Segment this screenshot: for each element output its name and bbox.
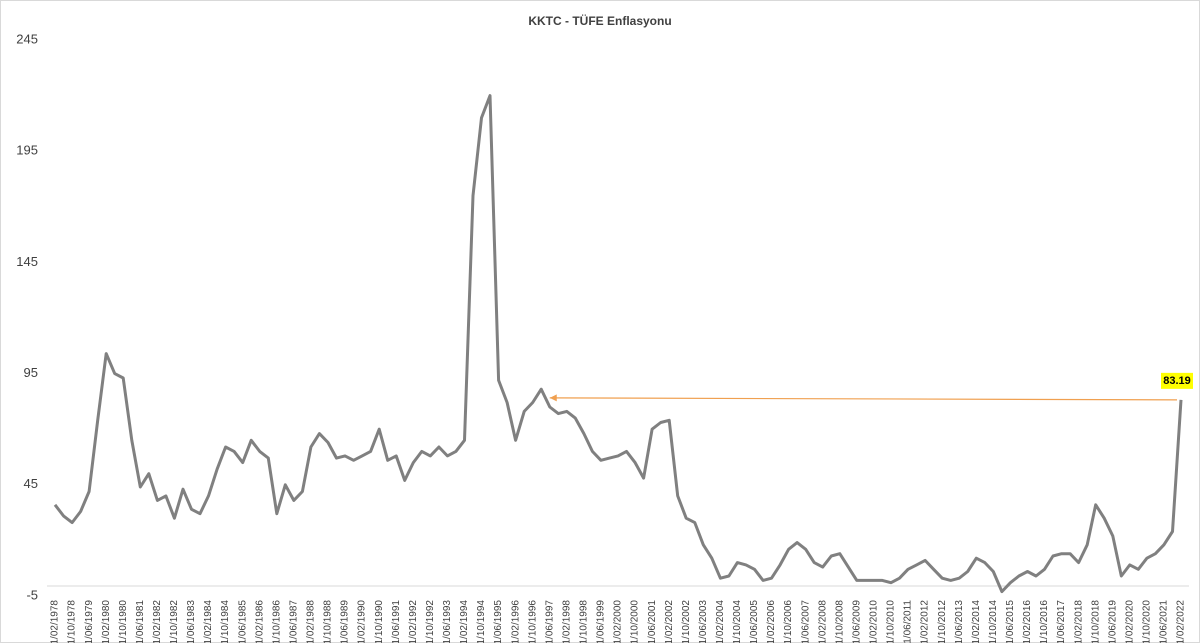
x-tick-label: 01/06/1995 xyxy=(493,600,504,643)
x-tick-label: 01/06/1989 xyxy=(340,600,351,643)
x-tick-label: 01/02/1996 xyxy=(510,600,521,643)
x-tick-label: 01/06/2007 xyxy=(800,600,811,643)
x-tick-label: 01/10/2014 xyxy=(988,600,999,643)
x-tick-label: 01/02/1982 xyxy=(152,600,163,643)
x-tick-label: 01/06/1993 xyxy=(442,600,453,643)
x-tick-label: 01/06/1979 xyxy=(84,600,95,643)
x-tick-label: 01/02/2004 xyxy=(715,600,726,643)
x-tick-label: 01/02/2016 xyxy=(1022,600,1033,643)
x-tick-label: 01/06/1983 xyxy=(186,600,197,643)
x-tick-label: 01/02/2010 xyxy=(869,600,880,643)
x-tick-label: 01/10/2012 xyxy=(937,600,948,643)
x-tick-label: 01/06/1985 xyxy=(237,600,248,643)
series-line xyxy=(53,94,1183,594)
x-tick-label: 01/10/2016 xyxy=(1039,600,1050,643)
x-tick-label: 01/02/1988 xyxy=(306,600,317,643)
data-label: 83.19 xyxy=(1163,375,1191,387)
x-tick-label: 01/10/1982 xyxy=(169,600,180,643)
x-tick-label: 01/02/1980 xyxy=(101,600,112,643)
y-tick-label: 45 xyxy=(24,476,38,491)
x-tick-label: 01/02/1994 xyxy=(459,600,470,643)
x-tick-label: 01/02/2012 xyxy=(920,600,931,643)
x-tick-label: 01/02/2008 xyxy=(817,600,828,643)
y-tick-label: -5 xyxy=(26,587,38,602)
x-tick-label: 01/06/2011 xyxy=(903,600,914,643)
x-tick-label: 01/02/2014 xyxy=(971,600,982,643)
x-tick-label: 01/10/2006 xyxy=(783,600,794,643)
x-tick-label: 01/10/1978 xyxy=(67,600,78,643)
x-tick-label: 01/10/1986 xyxy=(271,600,282,643)
y-tick-label: 245 xyxy=(16,31,38,46)
x-tick-label: 01/10/1984 xyxy=(220,600,231,643)
x-tick-label: 01/10/2020 xyxy=(1142,600,1153,643)
x-tick-label: 01/06/1981 xyxy=(135,600,146,643)
x-tick-label: 01/10/2008 xyxy=(834,600,845,643)
x-tick-label: 01/06/2005 xyxy=(749,600,760,643)
x-tick-label: 01/06/2017 xyxy=(1056,600,1067,643)
chart-title: KKTC - TÜFE Enflasyonu xyxy=(528,13,671,28)
x-tick-label: 01/02/1990 xyxy=(357,600,368,643)
x-tick-label: 01/06/2009 xyxy=(851,600,862,643)
x-tick-label: 01/02/1998 xyxy=(561,600,572,643)
x-tick-label: 01/06/2021 xyxy=(1159,600,1170,643)
x-tick-label: 01/06/1987 xyxy=(288,600,299,643)
x-tick-label: 01/02/2018 xyxy=(1073,600,1084,643)
y-tick-label: 195 xyxy=(16,143,38,158)
x-tick-label: 01/06/2015 xyxy=(1005,600,1016,643)
x-tick-label: 01/06/2001 xyxy=(647,600,658,643)
y-tick-label: 145 xyxy=(16,254,38,269)
x-tick-label: 01/10/2018 xyxy=(1090,600,1101,643)
x-tick-label: 01/06/2003 xyxy=(698,600,709,643)
label-box xyxy=(1161,372,1193,389)
x-tick-label: 01/06/1999 xyxy=(596,600,607,643)
x-tick-label: 01/10/1992 xyxy=(425,600,436,643)
x-tick-label: 01/10/2002 xyxy=(681,600,692,643)
x-tick-label: 01/10/1988 xyxy=(323,600,334,643)
x-tick-label: 01/06/2013 xyxy=(954,600,965,643)
x-tick-label: 01/06/1997 xyxy=(544,600,555,643)
x-tick-label: 01/10/2004 xyxy=(732,600,743,643)
x-tick-label: 01/02/2002 xyxy=(664,600,675,643)
arrow-head xyxy=(549,394,557,402)
x-tick-label: 01/02/1992 xyxy=(408,600,419,643)
x-tick-label: 01/06/2019 xyxy=(1107,600,1118,643)
x-tick-label: 01/02/2022 xyxy=(1176,600,1187,643)
x-tick-label: 01/02/1978 xyxy=(50,600,61,643)
x-tick-label: 01/10/2010 xyxy=(886,600,897,643)
x-tick-label: 01/02/2006 xyxy=(766,600,777,643)
y-tick-label: 95 xyxy=(24,365,38,380)
x-tick-label: 01/02/1984 xyxy=(203,600,214,643)
x-tick-label: 01/06/1991 xyxy=(391,600,402,643)
x-tick-label: 01/10/1980 xyxy=(118,600,129,643)
x-tick-label: 01/10/1994 xyxy=(476,600,487,643)
x-tick-label: 01/10/1998 xyxy=(579,600,590,643)
annotation-arrow xyxy=(549,397,1178,401)
x-tick-label: 01/02/2020 xyxy=(1124,600,1135,643)
x-tick-label: 01/02/2000 xyxy=(613,600,624,643)
x-tick-label: 01/10/1996 xyxy=(527,600,538,643)
x-tick-label: 01/02/1986 xyxy=(254,600,265,643)
x-tick-label: 01/10/1990 xyxy=(374,600,385,643)
x-tick-label: 01/10/2000 xyxy=(630,600,641,643)
